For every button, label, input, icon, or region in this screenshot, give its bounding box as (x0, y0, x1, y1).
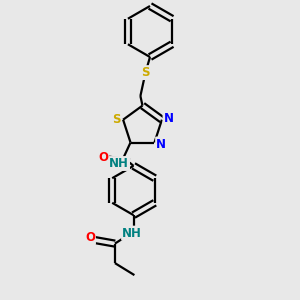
Text: N: N (164, 112, 173, 125)
Text: NH: NH (109, 157, 129, 170)
Text: O: O (98, 151, 108, 164)
Text: NH: NH (122, 226, 142, 240)
Text: S: S (141, 66, 150, 79)
Text: N: N (156, 137, 166, 151)
Text: O: O (85, 231, 95, 244)
Text: S: S (112, 113, 121, 126)
